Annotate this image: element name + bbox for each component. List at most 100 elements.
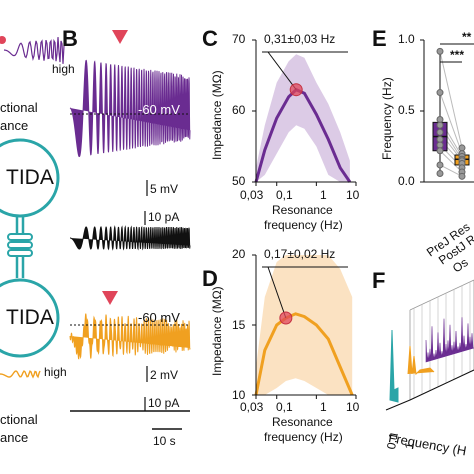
orange-chirp-trace [0,370,41,379]
panel-e-ytick-1: 0.5 [398,103,415,117]
panel-d-annotation: 0,17±0,02 Hz [264,247,336,261]
red-arrowhead-top [112,30,128,44]
panel-f-xlabel: Frequency (H [387,430,468,459]
data-point [436,89,444,97]
data-point [436,169,444,177]
current-scale-bar [144,211,146,225]
chirp-current-stimulus [70,225,191,251]
panel-a-caption-top: ctional [0,100,38,115]
panel-d-xlabel-2: frequency (Hz) [264,430,343,444]
scale-label-5mv: 5 mV [150,182,179,196]
tida-label-top: TIDA [6,166,54,189]
x-axis [385,369,474,411]
scale-bar-2mv [146,366,148,382]
data-point [436,135,444,143]
voltage-label-top: -60 mV [138,102,180,117]
panel-e-ylabel: Frequency (Hz) [380,77,394,160]
panel-e-letter: E [372,26,387,51]
time-scale-bar [152,428,182,430]
panel-d-xtick-2: 1 [320,400,327,414]
tida-network-diagram [0,138,60,358]
panel-c-plot [252,39,357,186]
data-point [436,47,444,55]
panel-d-ytick-1: 15 [232,318,246,332]
panel-c-xlabel-1: Resonance [272,203,333,217]
data-point [458,144,466,152]
panel-f-letter: F [372,268,386,293]
annotation-pointer [267,266,287,319]
tida-cell-bottom [0,278,60,358]
panel-d-ytick-2: 10 [232,388,246,402]
panel-c-ytick-1: 60 [232,103,246,117]
panel-c-ytick-2: 50 [232,174,246,188]
tida-label-bottom: TIDA [6,306,54,329]
gap-junction-coil [7,233,33,257]
panel-c-xtick-1: 0,1 [276,188,293,202]
panel-e-plot [420,39,474,183]
panel-c-xlabel-2: frequency (Hz) [264,218,343,232]
panel-d-letter: D [202,266,218,291]
sig-stars-2: ** [462,30,472,44]
paired-line [439,92,463,154]
sem-band [256,255,353,395]
panel-d-ylabel: Impedance (MΩ) [210,286,224,376]
panel-a-top-trace [0,36,65,64]
panel-a-caption-bottom2: ance [0,430,29,445]
data-point [436,147,444,155]
panel-f-3d-spectra [385,279,474,411]
teal-spectrum [389,329,399,403]
panel-c-xtick-2: 1 [320,188,327,202]
data-point [458,172,466,180]
data-point [436,128,444,136]
panel-c-ytick-0: 70 [232,32,246,46]
purple-voltage-trace [69,59,191,158]
current-flat-line [70,410,190,412]
annotation-pointer [267,51,297,90]
panel-d-plot [252,254,357,399]
panel-e-ytick-0: 1.0 [398,32,415,46]
peak-marker [279,311,293,325]
panel-d-xtick-3: 10 [346,400,360,414]
paired-line [439,164,463,177]
scale-label-2mv: 2 mV [150,368,179,382]
peak-marker [289,83,303,97]
purple-spectrum [425,317,474,363]
panel-a-caption-bottom: ctional [0,412,38,427]
panel-a-trace-label-bottom: high [44,365,67,379]
red-marker [0,36,6,44]
orange-spectrum [407,345,435,376]
panel-b-letter: B [62,26,78,51]
data-point [436,161,444,169]
panel-c-xtick-3: 10 [346,188,360,202]
current-scale-label: 10 pA [148,210,180,224]
red-arrowhead-bottom [102,291,118,305]
data-point [436,121,444,129]
panel-c-xtick-0: 0,03 [240,188,264,202]
panel-d-xtick-1: 0,1 [276,400,293,414]
panel-d-ytick-0: 20 [232,247,246,261]
panel-e-ytick-2: 0.0 [398,174,415,188]
voltage-label-bottom: -60 mV [138,310,180,325]
data-point [436,116,444,124]
panel-c-letter: C [202,26,218,51]
tida-cell-top [0,138,60,218]
paired-line [439,150,463,173]
sem-band [256,54,350,183]
black-chirp-current [70,225,191,251]
panel-a-caption-top2: ance [0,118,29,133]
data-point [436,141,444,149]
panel-c-annotation: 0,31±0,03 Hz [264,32,336,46]
panel-a-trace-label-top: high [52,62,75,76]
time-scale-label: 10 s [153,434,176,448]
panel-a-bottom-trace [0,370,41,379]
panel-c-ylabel: Impedance (MΩ) [210,70,224,160]
mean-impedance-line [254,312,354,396]
current-scale-label-bottom: 10 pA [148,396,180,410]
panel-b-voltage-trace-top [69,59,191,158]
paired-line [439,51,463,149]
panel-d-xlabel-1: Resonance [272,415,333,429]
panel-d-xtick-0: 0,03 [240,400,264,414]
sig-stars-1: *** [450,48,465,62]
panel-b-voltage-trace-bottom [69,313,191,360]
purple-chirp-trace [3,37,65,64]
